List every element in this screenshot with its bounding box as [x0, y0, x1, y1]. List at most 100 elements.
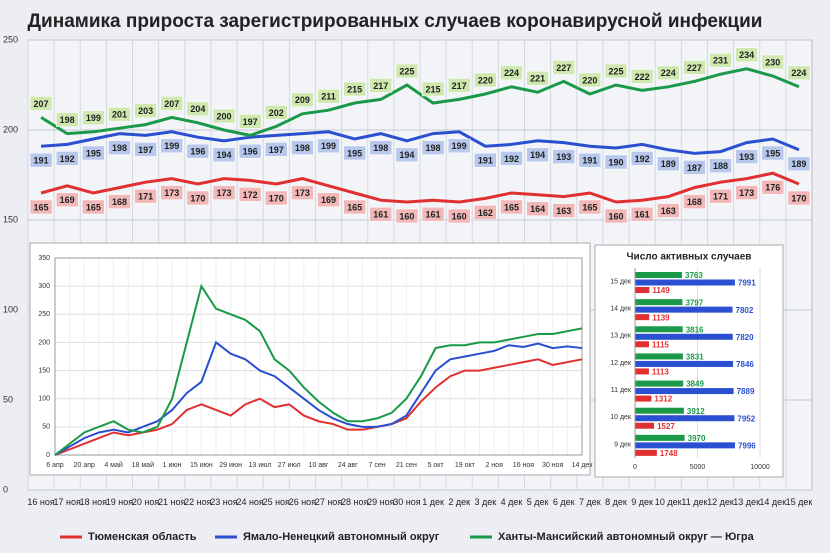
- value-label-box: [395, 63, 419, 79]
- value-label-box: [447, 208, 471, 224]
- value-label: 165: [34, 202, 49, 212]
- value-label: 170: [791, 193, 806, 203]
- value-label-box: [421, 206, 445, 222]
- x-tick-label: 4 дек: [500, 497, 523, 507]
- value-label-box: [108, 194, 131, 209]
- bar-value-label: 7889: [737, 387, 755, 396]
- value-label-box: [212, 147, 236, 163]
- value-label-box: [578, 152, 602, 168]
- value-label: 194: [399, 150, 414, 160]
- x-tick-label: 18 ноя: [79, 497, 108, 507]
- value-label-box: [474, 72, 497, 88]
- bar-value-label: 3849: [686, 380, 704, 389]
- value-label: 201: [112, 110, 127, 120]
- bar-value-label: 7991: [738, 279, 756, 288]
- value-label-box: [630, 69, 654, 84]
- value-label-box: [526, 201, 549, 217]
- x-tick-label: 7 дек: [579, 497, 601, 507]
- value-label-box: [82, 110, 105, 126]
- value-label-box: [657, 156, 680, 172]
- value-label: 224: [661, 68, 676, 78]
- bar-value-label: 3763: [685, 271, 703, 280]
- value-label-box: [212, 108, 236, 124]
- x-tick-label: 0: [633, 464, 637, 471]
- y-tick-label: 250: [38, 311, 50, 318]
- value-label: 173: [739, 188, 754, 198]
- value-label: 215: [347, 84, 362, 94]
- value-label-box: [630, 151, 654, 166]
- value-label: 163: [556, 206, 571, 216]
- value-label: 165: [582, 202, 597, 212]
- value-label-box: [447, 138, 471, 154]
- value-label-box: [186, 101, 210, 117]
- value-label: 169: [60, 195, 75, 205]
- y-tick-label: 350: [38, 255, 50, 262]
- value-label-box: [265, 142, 288, 157]
- value-label: 200: [216, 111, 231, 121]
- value-label: 209: [295, 95, 310, 105]
- value-label: 227: [687, 63, 702, 73]
- value-label: 171: [713, 192, 728, 202]
- value-label-box: [735, 185, 758, 200]
- value-label-box: [291, 185, 314, 200]
- x-tick-label: 17 ноя: [53, 497, 81, 507]
- x-tick-label: 16 ноя: [513, 462, 534, 469]
- bar-value-label: 1115: [652, 340, 669, 349]
- value-label: 197: [243, 117, 258, 127]
- x-tick-label: 10 авг: [309, 462, 329, 469]
- value-label-box: [683, 60, 706, 75]
- y-tick-label: 0: [3, 484, 8, 494]
- x-tick-label: 18 май: [132, 461, 154, 469]
- value-label: 198: [295, 143, 310, 153]
- value-label: 194: [216, 150, 231, 160]
- bar: [635, 415, 735, 422]
- x-tick-label: 20 апр: [74, 462, 95, 469]
- value-label-box: [761, 179, 785, 195]
- value-label-box: [683, 160, 706, 175]
- bar-value-label: 3970: [688, 434, 706, 443]
- x-tick-label: 21 ноя: [158, 497, 186, 507]
- value-label: 197: [269, 145, 284, 155]
- value-label-box: [500, 199, 523, 215]
- bar-value-label: 3912: [687, 407, 705, 416]
- value-label-box: [761, 145, 785, 161]
- value-label: 227: [556, 63, 571, 73]
- y-tick-label: 10 дек: [610, 414, 632, 421]
- value-label-box: [29, 96, 53, 111]
- value-label: 194: [530, 150, 545, 160]
- value-label-box: [29, 199, 53, 215]
- value-label: 222: [635, 72, 650, 82]
- y-tick-label: 300: [38, 283, 50, 290]
- y-tick-label: 12 дек: [610, 360, 632, 367]
- value-label-box: [761, 54, 785, 70]
- y-tick-label: 100: [3, 304, 18, 314]
- value-label: 168: [112, 197, 127, 207]
- value-label-box: [735, 149, 758, 164]
- series-line: [54, 340, 583, 456]
- value-label-box: [657, 65, 680, 81]
- x-tick-label: 2 дек: [448, 497, 471, 507]
- y-tick-label: 150: [38, 367, 50, 374]
- value-label: 173: [164, 188, 179, 198]
- value-label-box: [526, 70, 549, 86]
- value-label-box: [787, 156, 811, 172]
- value-label: 195: [765, 148, 780, 158]
- x-tick-label: 28 ноя: [340, 497, 369, 507]
- value-label: 199: [164, 141, 179, 151]
- value-label: 195: [347, 148, 362, 158]
- value-label: 207: [164, 99, 179, 109]
- bar-value-label: 1748: [660, 449, 678, 458]
- bar-value-label: 7802: [736, 306, 754, 315]
- value-label-box: [526, 147, 549, 163]
- x-tick-label: 2 ноя: [485, 462, 503, 469]
- value-label: 164: [530, 204, 545, 214]
- value-label-box: [500, 151, 523, 166]
- bar: [635, 407, 684, 414]
- value-label-box: [369, 140, 393, 155]
- value-label: 192: [635, 154, 650, 164]
- value-label: 217: [452, 81, 467, 91]
- value-label-box: [578, 72, 602, 88]
- value-label-box: [291, 92, 314, 108]
- bar: [635, 395, 652, 402]
